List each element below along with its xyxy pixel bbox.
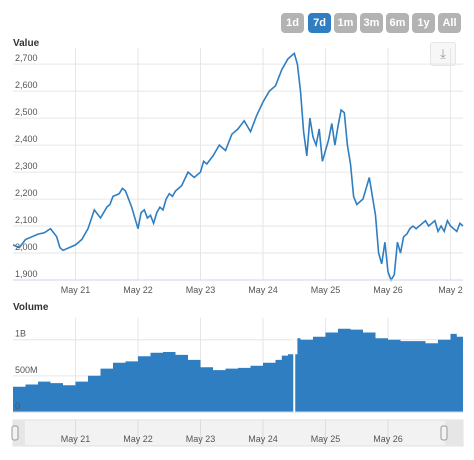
- x-tick-label: May 25: [311, 285, 341, 295]
- range-button-7d[interactable]: 7d: [308, 13, 331, 33]
- volume-gap: [293, 318, 296, 412]
- range-button-6m[interactable]: 6m: [386, 13, 409, 33]
- x-tick-label: May 26: [373, 285, 403, 295]
- navigator-tick-label: May 22: [123, 434, 153, 444]
- x-tick-label: May 21: [61, 285, 91, 295]
- y-tick-label: 2,200: [15, 188, 38, 198]
- y-tick-label: 2,400: [15, 134, 38, 144]
- price-panel: [12, 48, 464, 282]
- navigator-handle-right: [440, 425, 448, 441]
- x-tick-label: May 23: [186, 285, 216, 295]
- y-tick-label: 2,000: [15, 242, 38, 252]
- range-button-all[interactable]: All: [438, 13, 461, 33]
- range-button-3m[interactable]: 3m: [360, 13, 383, 33]
- y-tick-label: 2,700: [15, 53, 38, 63]
- range-button-1d[interactable]: 1d: [281, 13, 304, 33]
- range-button-1y[interactable]: 1y: [412, 13, 435, 33]
- navigator-right-mask: [445, 420, 463, 446]
- value-line: [12, 51, 464, 282]
- price-panel-title: Value: [13, 38, 40, 49]
- y-tick-label: 1B: [15, 329, 26, 339]
- navigator-tick-label: May 25: [311, 434, 341, 444]
- range-button-1m[interactable]: 1m: [334, 13, 357, 33]
- download-icon[interactable]: ⤓: [430, 42, 456, 66]
- navigator-handle-left: [11, 425, 19, 441]
- y-tick-label: 1,900: [15, 269, 38, 279]
- y-tick-label: 2,100: [15, 215, 38, 225]
- navigator-tick-label: May 24: [248, 434, 278, 444]
- volume-panel: [13, 318, 463, 413]
- x-tick-label: May 2: [438, 285, 463, 295]
- y-tick-label: 2,600: [15, 80, 38, 90]
- y-tick-label: 2,500: [15, 107, 38, 117]
- volume-area: [13, 328, 463, 412]
- navigator: [11, 419, 464, 447]
- navigator-tick-label: May 21: [61, 434, 91, 444]
- x-tick-label: May 24: [248, 285, 278, 295]
- x-tick-label: May 22: [123, 285, 153, 295]
- y-tick-label: 2,300: [15, 161, 38, 171]
- navigator-tick-label: May 23: [186, 434, 216, 444]
- navigator-tick-label: May 26: [373, 434, 403, 444]
- y-tick-label: 0: [15, 401, 20, 411]
- y-tick-label: 500M: [15, 365, 38, 375]
- volume-panel-title: Volume: [13, 302, 49, 313]
